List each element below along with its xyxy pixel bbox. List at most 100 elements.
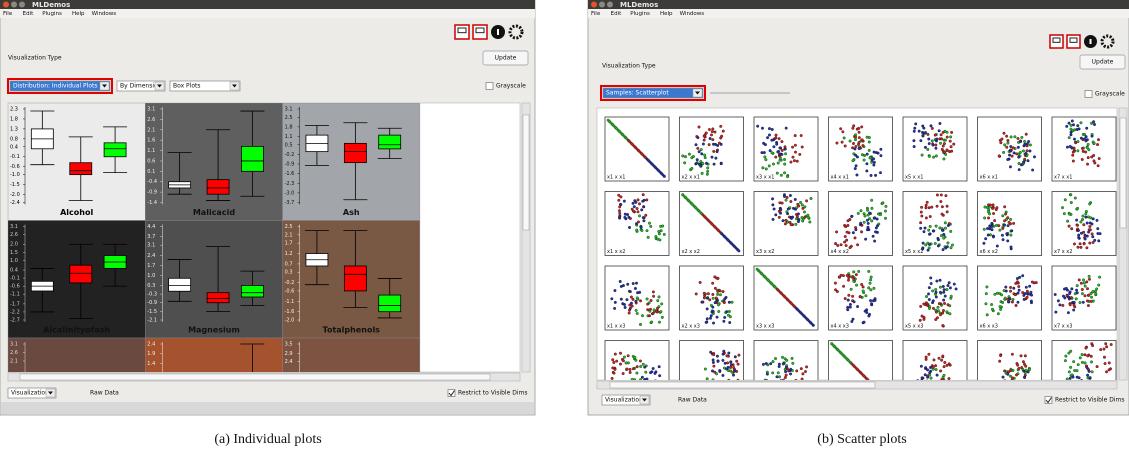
bottom-selector[interactable]: Visualizations — [605, 397, 646, 404]
scatter-point — [919, 221, 923, 225]
window-button[interactable] — [607, 1, 613, 8]
update-button-label[interactable]: Update — [495, 55, 517, 62]
y-tick-label: 2.5 — [285, 224, 293, 230]
scatter-point — [619, 195, 623, 199]
scatter-point — [866, 208, 870, 212]
scatter-point — [851, 159, 855, 163]
toolbar-icon[interactable] — [1049, 34, 1064, 49]
scatter-point — [1089, 291, 1093, 295]
scatter-point — [846, 298, 850, 302]
menu-item[interactable]: Windows — [92, 11, 117, 17]
scrollbar-thumb[interactable] — [1119, 117, 1127, 229]
visualization-selector[interactable]: Distribution: Individual Plots — [13, 83, 98, 90]
scatter-point — [771, 217, 775, 221]
scatter-point — [924, 357, 928, 361]
scatter-point — [1024, 285, 1028, 289]
scatter-point — [873, 216, 877, 220]
scatter-point — [1076, 223, 1079, 227]
toolbar-icon[interactable] — [508, 24, 524, 40]
plot-type-selector[interactable]: Box Plots — [173, 83, 201, 90]
toolbar-icon[interactable] — [454, 24, 470, 40]
menu-item[interactable]: File — [3, 11, 13, 17]
window-button[interactable] — [599, 1, 605, 8]
scatter-cell: x5 x x1 — [902, 116, 968, 182]
grayscale-checkbox[interactable]: Grayscale — [496, 83, 526, 90]
window-button[interactable] — [11, 1, 17, 8]
scatter-point — [941, 311, 945, 315]
restrict-checkbox[interactable]: Restrict to Visible Dims — [1055, 397, 1124, 404]
grayscale-checkbox[interactable]: Grayscale — [1095, 91, 1125, 98]
menu-item[interactable]: Help — [660, 11, 673, 17]
update-button-label[interactable]: Update — [1092, 59, 1114, 66]
scrollbar-thumb[interactable] — [19, 373, 491, 381]
scatter-point — [1090, 134, 1094, 138]
scatter-point — [768, 127, 771, 131]
scatter-point — [1006, 139, 1010, 142]
scatter-point — [867, 269, 871, 273]
scrollbar-thumb[interactable] — [609, 381, 876, 389]
scatter-point — [777, 362, 781, 366]
grayscale-checkbox-box[interactable] — [485, 82, 494, 90]
menu-item[interactable]: Windows — [680, 11, 705, 17]
scatter-point — [993, 292, 997, 296]
scatter-point — [777, 365, 781, 368]
raw-data-label[interactable]: Raw Data — [678, 397, 707, 404]
scatter-label: x5 x x2 — [905, 249, 923, 255]
scatter-point — [845, 238, 849, 242]
menu-item[interactable]: Edit — [611, 11, 622, 17]
scatter-point — [870, 219, 874, 223]
scatter-point — [622, 199, 626, 203]
bottom-selector[interactable]: Visualizations — [11, 390, 52, 397]
scatter-point — [648, 314, 651, 318]
scatter-point — [790, 216, 793, 220]
bottom-selector-box[interactable] — [601, 394, 651, 406]
bottom-selector-box[interactable] — [7, 387, 57, 399]
grayscale-checkbox-box[interactable] — [1084, 90, 1093, 98]
scatter-point — [1080, 353, 1084, 357]
visualization-selector[interactable]: Samples: Scatterplot — [606, 90, 669, 97]
window-button[interactable] — [591, 1, 597, 8]
scatter-point — [871, 234, 875, 238]
plot-type-selector-box[interactable] — [169, 80, 241, 92]
raw-data-label[interactable]: Raw Data — [90, 390, 119, 397]
window-button[interactable] — [19, 1, 25, 8]
scatter-point — [1083, 137, 1086, 141]
scatter-point — [717, 303, 720, 307]
scatter-point — [687, 152, 691, 156]
scatter-point — [721, 352, 725, 356]
y-tick-label: 1.8 — [10, 116, 18, 122]
update-button[interactable] — [1079, 54, 1126, 70]
dimension-selector[interactable]: By Dimension — [120, 83, 162, 90]
visualization-selector-box[interactable] — [602, 87, 704, 99]
scatter-point — [623, 306, 627, 309]
vertical-scrollbar[interactable] — [1118, 107, 1128, 381]
scatter-point — [726, 361, 730, 365]
restrict-checkbox-box[interactable] — [447, 389, 456, 397]
scatter-point — [988, 224, 992, 228]
toolbar-icon[interactable] — [472, 24, 488, 40]
dimension-selector-box[interactable] — [116, 80, 166, 92]
menu-item[interactable]: Edit — [23, 11, 34, 17]
menu-item[interactable]: Plugins — [42, 11, 62, 17]
scatter-point — [645, 198, 649, 202]
toolbar-icon[interactable] — [1066, 34, 1081, 49]
scatter-label: x7 x x3 — [1054, 324, 1072, 330]
vertical-scrollbar[interactable] — [521, 102, 531, 373]
toolbar-icon[interactable] — [1100, 34, 1115, 49]
scatter-point — [940, 234, 943, 238]
restrict-checkbox-box[interactable] — [1044, 396, 1053, 404]
scatter-point — [864, 294, 868, 298]
menu-item[interactable]: Plugins — [630, 11, 650, 17]
scatter-point — [1062, 212, 1066, 216]
scatter-point — [756, 124, 760, 128]
menu-item[interactable]: File — [591, 11, 601, 17]
box-plot-panel: 4.4 3.7 3.1 2.4 1.7 1.0 0.3 -0.3 -0.9 -1.5 -2.1 Mag… — [145, 220, 283, 339]
restrict-checkbox[interactable]: Restrict to Visible Dims — [458, 390, 527, 397]
scatter-point — [683, 161, 687, 165]
visualization-selector-box[interactable] — [9, 80, 111, 92]
menu-item[interactable]: Help — [72, 11, 85, 17]
update-button[interactable] — [482, 50, 529, 66]
scrollbar-thumb[interactable] — [522, 114, 530, 231]
scatter-point — [613, 289, 617, 293]
window-button[interactable] — [3, 1, 9, 8]
